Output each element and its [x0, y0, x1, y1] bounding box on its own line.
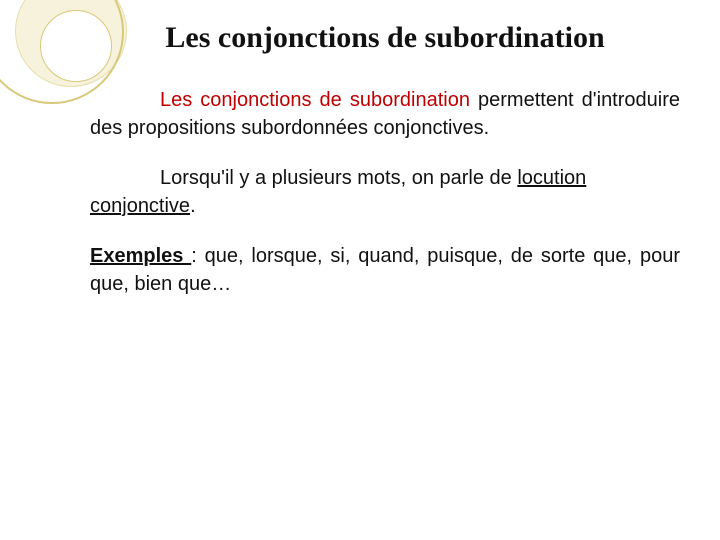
paragraph-3: Exemples : que, lorsque, si, quand, puis… — [90, 242, 680, 298]
paragraph-2: Lorsqu'il y a plusieurs mots, on parle d… — [90, 164, 680, 220]
p1-lead-red: Les conjonctions de subordination — [160, 89, 470, 111]
paragraph-1: Les conjonctions de subordination permet… — [90, 86, 680, 142]
p2-pre: Lorsqu'il y a plusieurs mots, on parle d… — [160, 167, 517, 189]
slide-title: Les conjonctions de subordination — [90, 20, 680, 56]
slide-container: Les conjonctions de subordination Les co… — [0, 0, 720, 540]
p2-post: . — [190, 195, 196, 217]
slide-body: Les conjonctions de subordination permet… — [90, 86, 680, 298]
p3-label: Exemples — [90, 245, 191, 267]
